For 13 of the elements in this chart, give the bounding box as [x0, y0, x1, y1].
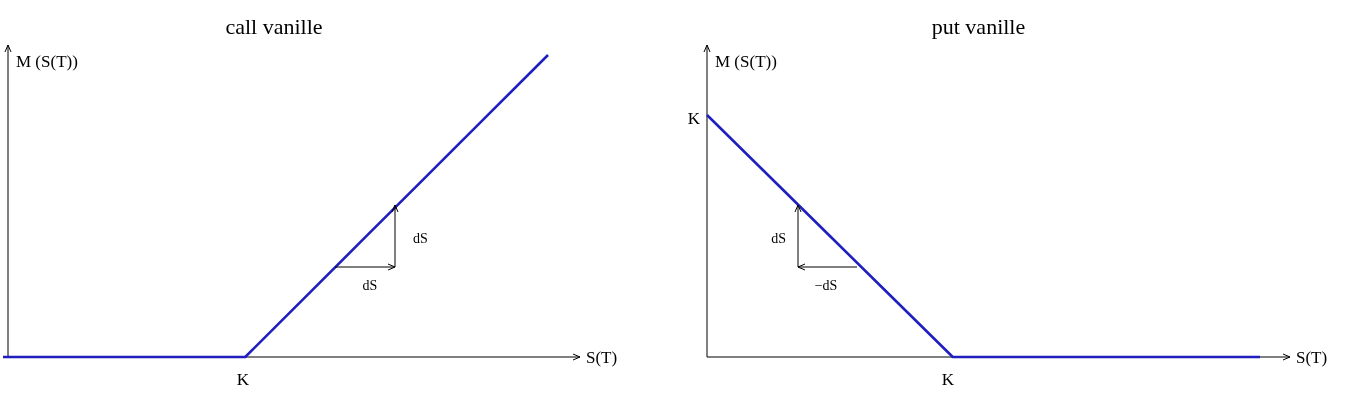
x-axis-title: S(T)	[1296, 348, 1328, 367]
y-axis-title: M (S(T))	[16, 52, 78, 71]
annotation: dS	[413, 231, 428, 246]
annotation: dS	[771, 231, 786, 246]
x-axis-title: S(T)	[586, 348, 618, 367]
chart-title: call vanille	[225, 14, 323, 39]
chart-title: put vanille	[931, 14, 1026, 39]
y-axis-title: M (S(T))	[715, 52, 777, 71]
text: K	[236, 370, 250, 389]
annotation: dS	[362, 278, 378, 293]
annotation: −dS	[814, 278, 838, 293]
text: K	[941, 370, 955, 389]
text: K	[687, 109, 701, 128]
